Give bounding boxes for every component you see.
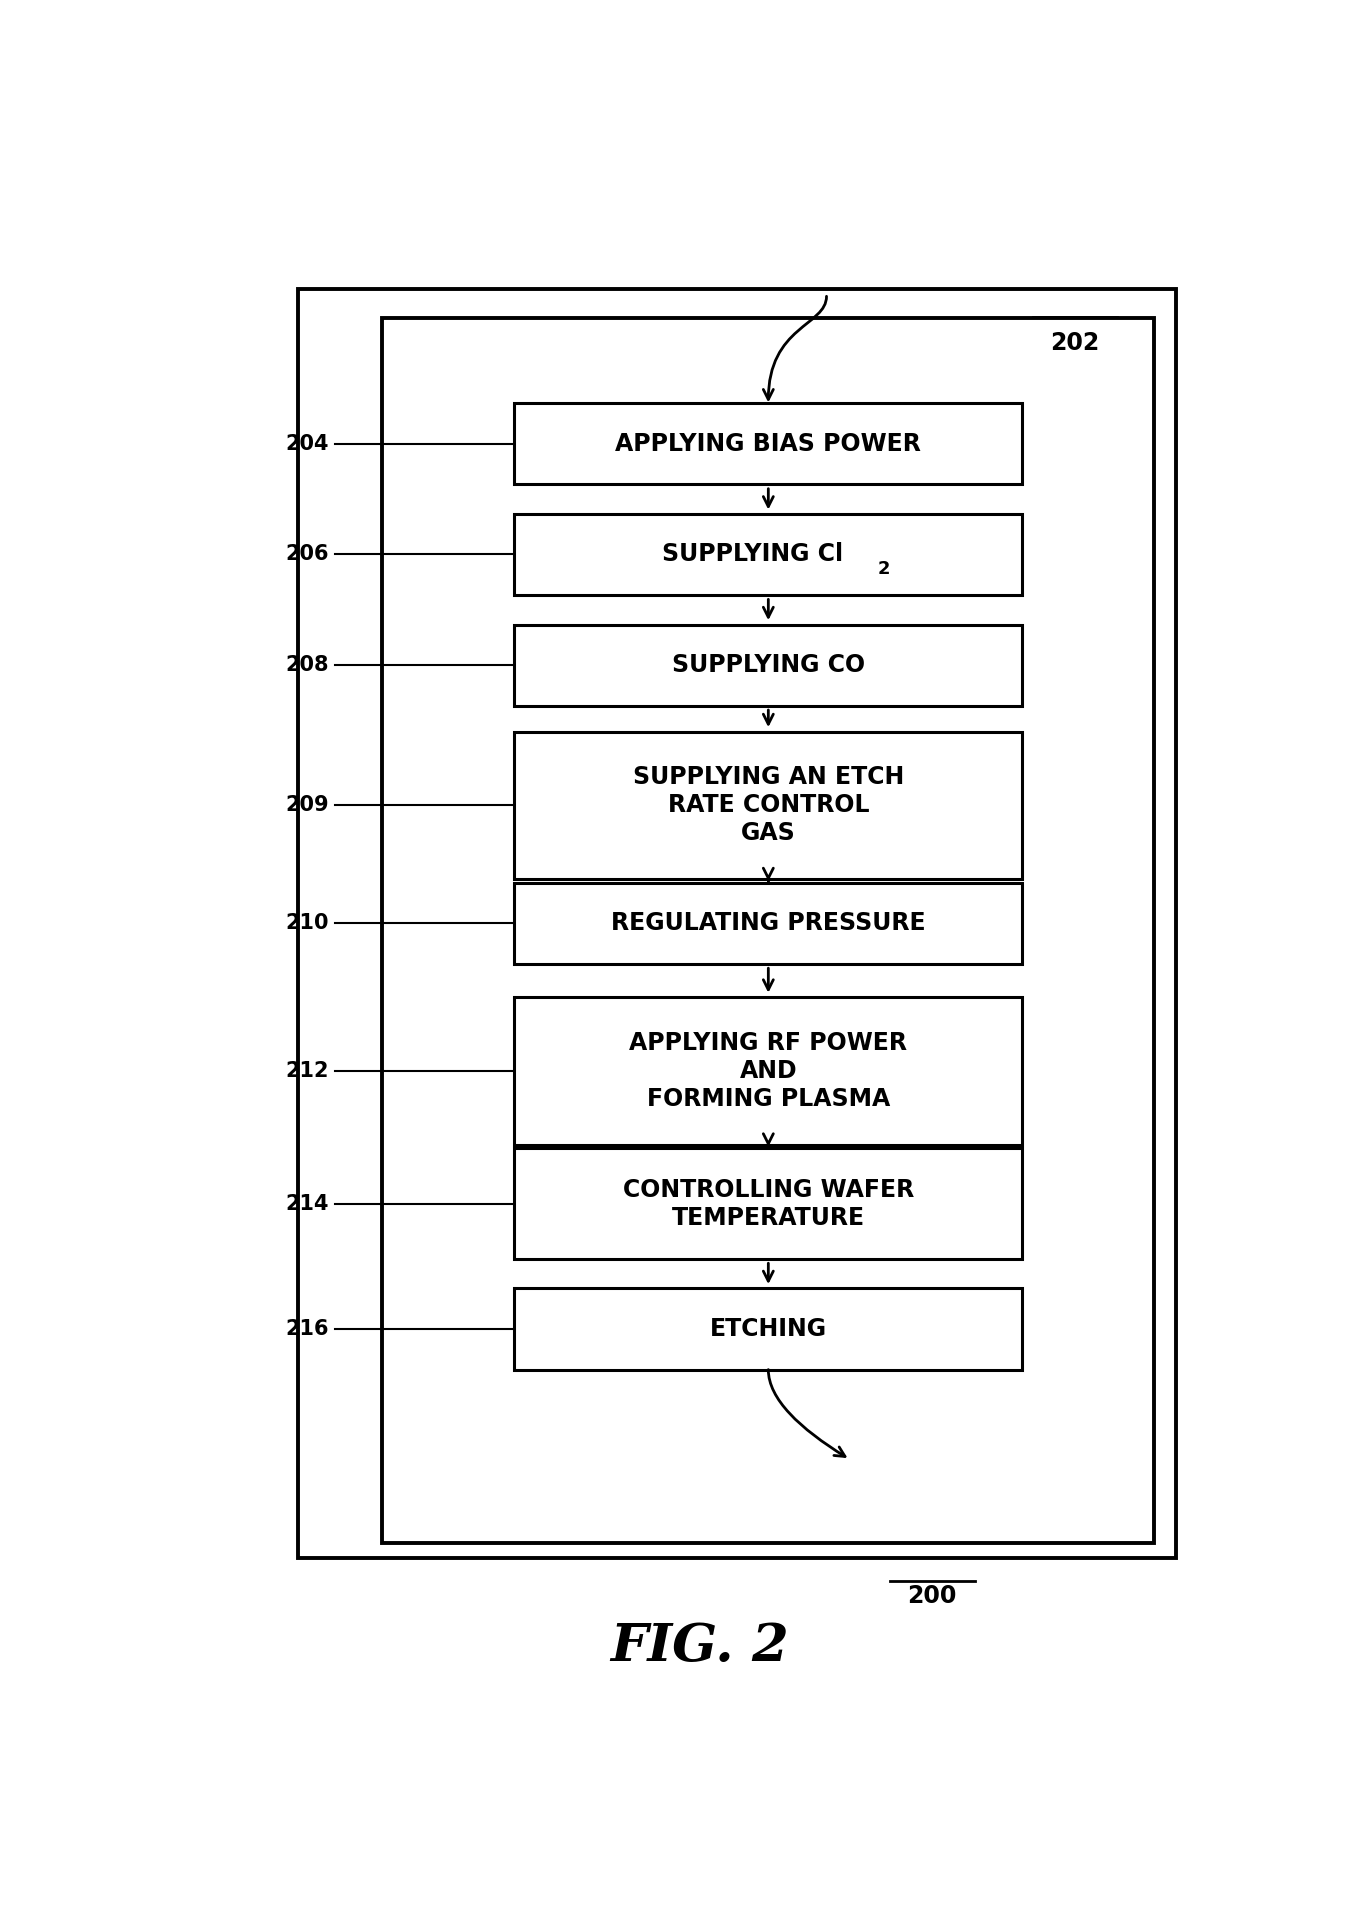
Text: SUPPLYING CO: SUPPLYING CO	[672, 653, 865, 676]
Bar	[515, 883, 1022, 964]
Text: 200: 200	[908, 1585, 957, 1608]
Text: 204: 204	[285, 433, 329, 454]
Text: 206: 206	[285, 544, 329, 565]
Text: ETCHING: ETCHING	[710, 1316, 827, 1341]
Text: 208: 208	[285, 655, 329, 674]
Bar	[298, 289, 1175, 1558]
Bar	[515, 1288, 1022, 1370]
Text: 212: 212	[285, 1061, 329, 1081]
Text: SUPPLYING AN ETCH
RATE CONTROL
GAS: SUPPLYING AN ETCH RATE CONTROL GAS	[633, 766, 904, 845]
Text: REGULATING PRESSURE: REGULATING PRESSURE	[612, 912, 925, 935]
Bar	[515, 513, 1022, 596]
Text: APPLYING BIAS POWER: APPLYING BIAS POWER	[616, 431, 921, 456]
Bar	[515, 732, 1022, 879]
Bar	[515, 996, 1022, 1144]
Text: 214: 214	[285, 1194, 329, 1213]
Bar	[515, 625, 1022, 705]
FancyArrowPatch shape	[768, 1370, 845, 1456]
Text: CONTROLLING WAFER
TEMPERATURE: CONTROLLING WAFER TEMPERATURE	[622, 1178, 915, 1230]
Text: APPLYING RF POWER
AND
FORMING PLASMA: APPLYING RF POWER AND FORMING PLASMA	[629, 1031, 908, 1111]
Text: 216: 216	[285, 1318, 329, 1339]
Bar	[515, 402, 1022, 485]
Text: 2: 2	[878, 559, 890, 579]
Text: 209: 209	[285, 795, 329, 816]
Bar	[382, 318, 1155, 1542]
Text: 202: 202	[1051, 331, 1100, 354]
Text: FIG. 2: FIG. 2	[610, 1621, 789, 1673]
Text: SUPPLYING Cl: SUPPLYING Cl	[662, 542, 844, 567]
Bar	[515, 1148, 1022, 1259]
FancyArrowPatch shape	[763, 297, 827, 399]
Text: 210: 210	[285, 914, 329, 933]
